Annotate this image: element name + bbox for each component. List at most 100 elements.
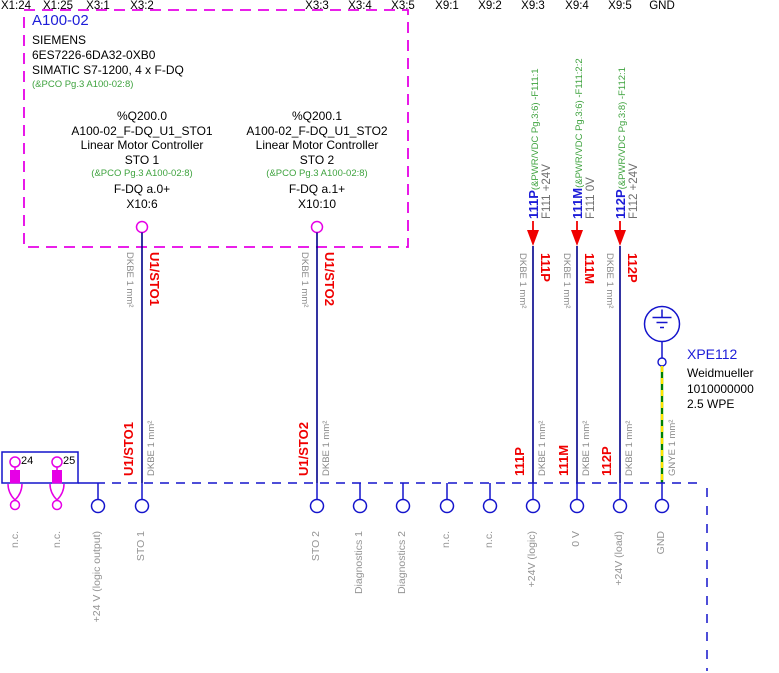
io-designation: F-DQ a.1+ <box>288 181 346 196</box>
plc-address: %Q200.1 <box>291 109 343 123</box>
function-text-2: STO 1 <box>124 152 160 167</box>
plc-address: %Q200.0 <box>116 109 168 123</box>
wire-name-label[interactable]: U1/STO1 <box>121 422 136 476</box>
terminal-pin-number: 25 <box>63 455 76 467</box>
wire-spec-label: DKBE 1 mm² <box>517 253 528 309</box>
pin-point-x9-3[interactable] <box>525 498 541 514</box>
device-tag[interactable]: A100-02 <box>32 12 89 29</box>
source-net-label: F112 +24V <box>628 163 640 219</box>
terminal-pin-number: 24 <box>21 455 34 467</box>
plc-device-boundary[interactable] <box>23 9 409 248</box>
terminal-label-x9-3[interactable]: X9:3 <box>521 0 545 12</box>
source-name[interactable]: 112P <box>613 189 628 219</box>
pin-point-x3-3[interactable] <box>309 498 325 514</box>
source-arrow-112p[interactable] <box>614 221 626 246</box>
channel-cross-reference[interactable]: (&PCO Pg.3 A100-02:8) <box>266 168 368 180</box>
pin-point-x9-5[interactable] <box>612 498 628 514</box>
terminal-function: STO 2 <box>310 531 322 562</box>
pin-point-x3-1[interactable] <box>90 498 106 514</box>
wire-name-label[interactable]: 111M <box>556 444 571 476</box>
source-arrow-111m[interactable] <box>571 221 583 246</box>
terminal-function: +24V (logic) <box>526 531 538 588</box>
earth-terminal-info: Weidmueller 1010000000 2.5 WPE <box>687 366 754 413</box>
wire-spec-label: DKBE 1 mm² <box>146 420 157 476</box>
channel-cross-reference[interactable]: (&PCO Pg.3 A100-02:8) <box>91 168 193 180</box>
connector-point-x10-10[interactable] <box>310 220 324 234</box>
function-text: Linear Motor Controller <box>255 138 379 153</box>
terminal-label-x3-2[interactable]: X3:2 <box>130 0 154 12</box>
pin-point-x9-1[interactable] <box>439 498 455 514</box>
wire-spec-label: DKBE 1 mm² <box>299 252 310 308</box>
wire-name-label[interactable]: U1/STO2 <box>322 252 337 306</box>
terminal-label-x9-5[interactable]: X9:5 <box>608 0 632 12</box>
wire-spec-label: DKBE 1 mm² <box>321 420 332 476</box>
terminal-function: GND <box>655 531 667 555</box>
wire-name-label[interactable]: 111P <box>538 253 553 282</box>
terminal-function: n.c. <box>483 531 495 548</box>
plc-symbol: A100-02_F-DQ_U1_STO2 <box>246 123 388 138</box>
function-text: Linear Motor Controller <box>80 138 204 153</box>
pin-point-x3-5[interactable] <box>395 498 411 514</box>
source-cross-reference[interactable]: (&PWR/VDC Pg.3:6) -F111:2:2 <box>574 58 585 188</box>
pin-point-x3-2[interactable] <box>134 498 150 514</box>
wire-spec-label: DKBE 1 mm² <box>604 253 615 309</box>
terminal-function: Diagnostics 1 <box>353 531 365 595</box>
terminal-label-x1-25[interactable]: X1:25 <box>42 0 74 12</box>
earth-manufacturer: Weidmueller <box>687 366 754 380</box>
terminal-label-x3-1[interactable]: X3:1 <box>86 0 110 12</box>
terminal-label-x3-3[interactable]: X3:3 <box>305 0 329 12</box>
wire-name-label[interactable]: U1/STO1 <box>147 252 162 306</box>
io-designation: F-DQ a.0+ <box>113 181 171 196</box>
source-cross-reference[interactable]: (&PWR/VDC Pg.3:8) -F112:1 <box>617 67 628 190</box>
wire-name-label[interactable]: 112P <box>625 253 640 283</box>
connector-pin: X10:6 <box>126 196 158 211</box>
terminal-label-x9-1[interactable]: X9:1 <box>435 0 459 12</box>
source-name[interactable]: 111M <box>570 187 585 219</box>
terminal-symbol-x1-24[interactable] <box>7 456 23 511</box>
terminal-label-gnd[interactable]: GND <box>649 0 675 12</box>
device-description: SIMATIC S7-1200, 4 x F-DQ <box>32 63 184 77</box>
device-info: SIEMENS 6ES7226-6DA32-0XB0 SIMATIC S7-12… <box>32 33 184 78</box>
terminal-strip-housing[interactable] <box>1 451 79 484</box>
wire-spec-label: DKBE 1 mm² <box>124 252 135 308</box>
terminal-function: +24V (load) <box>613 531 625 586</box>
pin-point-gnd[interactable] <box>654 498 670 514</box>
terminal-function: n.c. <box>9 531 21 548</box>
source-label-111m[interactable]: 111M(&PWR/VDC Pg.3:6) -F111:2:2 <box>569 58 587 219</box>
terminal-label-x1-24[interactable]: X1:24 <box>0 0 32 12</box>
source-cross-reference[interactable]: (&PWR/VDC Pg.3:6) -F111:1 <box>530 68 541 191</box>
terminal-label-x3-4[interactable]: X3:4 <box>348 0 372 12</box>
terminal-symbol-x1-25[interactable] <box>49 456 65 511</box>
source-label-112p[interactable]: 112P(&PWR/VDC Pg.3:8) -F112:1 <box>612 67 630 219</box>
wire-name-label[interactable]: 112P <box>599 446 614 476</box>
source-name[interactable]: 111P <box>526 190 541 219</box>
channel-block-sto2: %Q200.1 A100-02_F-DQ_U1_STO2 Linear Moto… <box>217 109 417 211</box>
pin-point-x3-4[interactable] <box>352 498 368 514</box>
connector-point-x10-6[interactable] <box>135 220 149 234</box>
earth-symbol[interactable] <box>643 305 681 367</box>
terminal-function: STO 1 <box>135 531 147 562</box>
device-cross-reference[interactable]: (&PCO Pg.3 A100-02:8) <box>32 79 134 90</box>
wire-name-label[interactable]: 111P <box>512 447 527 476</box>
wire-spec-label: DKBE 1 mm² <box>624 420 635 476</box>
pin-point-x9-2[interactable] <box>482 498 498 514</box>
device-part-number: 6ES7226-6DA32-0XB0 <box>32 48 156 62</box>
function-text-2: STO 2 <box>299 152 335 167</box>
wire-spec-label: DKBE 1 mm² <box>537 420 548 476</box>
connector-pin: X10:10 <box>297 196 337 211</box>
terminal-label-x9-4[interactable]: X9:4 <box>565 0 589 12</box>
terminal-function: n.c. <box>51 531 63 548</box>
source-label-111p[interactable]: 111P(&PWR/VDC Pg.3:6) -F111:1 <box>525 68 543 219</box>
terminal-label-x9-2[interactable]: X9:2 <box>478 0 502 12</box>
pin-point-x9-4[interactable] <box>569 498 585 514</box>
wire-name-label[interactable]: 111M <box>582 253 597 285</box>
earth-terminal-tag[interactable]: XPE112 <box>687 346 738 362</box>
terminal-label-x3-5[interactable]: X3:5 <box>391 0 415 12</box>
source-arrow-111p[interactable] <box>527 221 539 246</box>
wire-spec-label: DKBE 1 mm² <box>581 420 592 476</box>
terminal-function: 0 V <box>570 531 582 547</box>
wire-name-label[interactable]: U1/STO2 <box>296 422 311 476</box>
wire-spec-label: DKBE 1 mm² <box>561 253 572 309</box>
